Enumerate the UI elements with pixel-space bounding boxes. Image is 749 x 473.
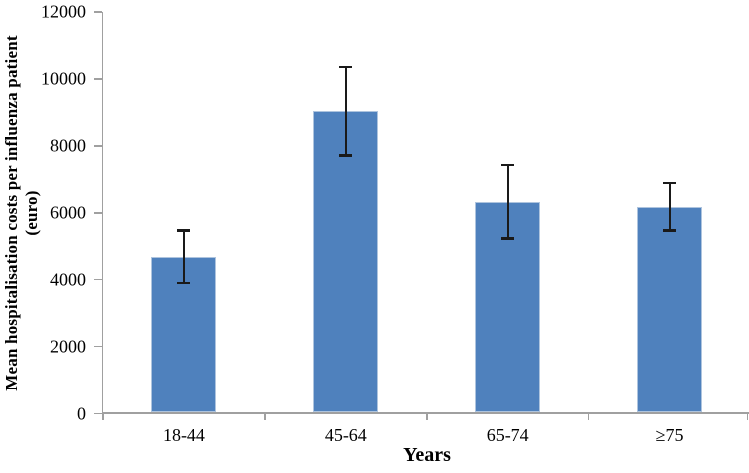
error-bar-cap-bottom bbox=[177, 281, 191, 284]
x-axis-tick bbox=[102, 413, 104, 420]
error-bar-line bbox=[506, 164, 509, 239]
error-bar-line bbox=[668, 182, 671, 231]
error-bar-line bbox=[344, 66, 347, 156]
error-bar-cap-top bbox=[177, 229, 191, 232]
error-bar-cap-bottom bbox=[501, 237, 515, 240]
y-axis-tick-label: 8000 bbox=[50, 135, 86, 156]
y-axis-tick-label: 6000 bbox=[50, 202, 86, 223]
error-bar-cap-bottom bbox=[339, 154, 353, 157]
y-axis-tick-label: 10000 bbox=[41, 68, 86, 89]
y-axis-tick bbox=[93, 278, 102, 281]
error-bar-cap-top bbox=[339, 65, 353, 69]
bar bbox=[637, 207, 703, 413]
y-axis-tick-label: 12000 bbox=[41, 1, 86, 22]
x-axis-tick bbox=[264, 413, 266, 420]
x-category-label: 45-64 bbox=[324, 424, 367, 445]
y-axis-tick-label: 2000 bbox=[50, 336, 86, 357]
x-axis-tick bbox=[426, 413, 428, 420]
bar bbox=[313, 111, 379, 413]
y-axis-line bbox=[101, 12, 103, 414]
y-axis-tick-label: 4000 bbox=[50, 269, 86, 290]
error-bar-cap-bottom bbox=[663, 229, 677, 232]
error-bar-line bbox=[182, 230, 185, 283]
y-axis-tick bbox=[93, 145, 102, 147]
y-axis-tick bbox=[93, 412, 102, 415]
x-category-label: 18-44 bbox=[162, 424, 205, 445]
y-axis-tick bbox=[93, 11, 102, 13]
x-category-label: 65-74 bbox=[486, 424, 529, 445]
y-axis-tick bbox=[93, 78, 102, 80]
x-axis-title: Years bbox=[403, 444, 451, 466]
x-axis-tick bbox=[587, 413, 590, 420]
x-axis-line bbox=[101, 412, 749, 414]
x-category-label: ≥75 bbox=[655, 424, 684, 445]
error-bar-cap-top bbox=[501, 163, 515, 167]
error-bar-cap-top bbox=[663, 181, 677, 185]
x-axis-tick bbox=[746, 413, 749, 420]
y-axis-tick bbox=[93, 212, 102, 214]
y-axis-tick-label: 0 bbox=[77, 403, 86, 423]
y-axis-tick bbox=[93, 345, 102, 348]
